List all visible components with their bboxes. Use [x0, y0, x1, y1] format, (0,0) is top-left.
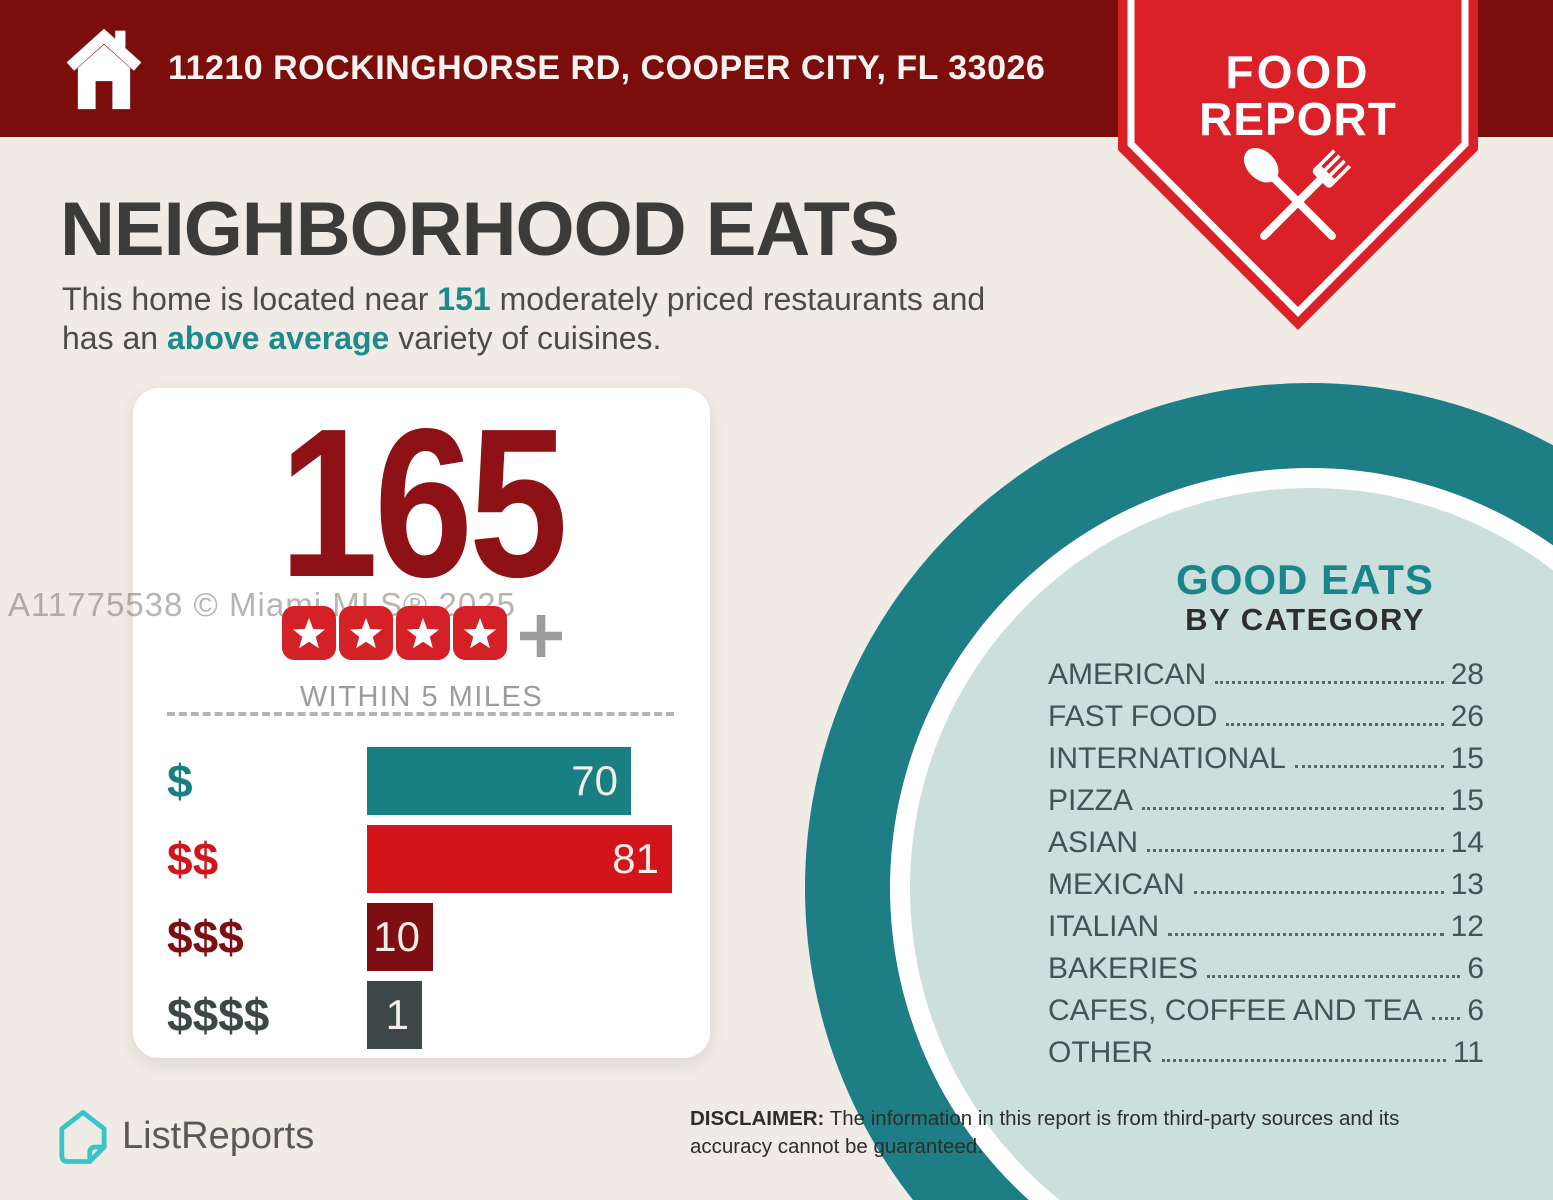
category-label: ITALIAN — [1048, 910, 1160, 943]
dotted-leader — [1294, 765, 1444, 768]
price-bar-row: $$ 81 — [167, 825, 682, 893]
summary-card: 165 WITHIN 5 MILES $70 $$ 81 $$$ 10 $$$$ 1 — [133, 388, 710, 1058]
ribbon-border — [1127, 0, 1469, 317]
food-report-ribbon: FOOD REPORT — [1118, 0, 1478, 330]
category-row: INTERNATIONAL 15 — [1048, 732, 1484, 774]
listreports-logo: ListReports — [58, 1108, 314, 1165]
ribbon-title-line1: FOOD — [1226, 46, 1371, 98]
property-address: 11210 ROCKINGHORSE RD, COOPER CITY, FL 3… — [168, 49, 1046, 87]
category-row: PIZZA 15 — [1048, 774, 1484, 816]
price-bar: 10 — [367, 903, 433, 971]
category-row: OTHER 11 — [1048, 1026, 1484, 1068]
category-value: 28 — [1450, 658, 1484, 691]
dotted-leader — [1226, 723, 1444, 726]
category-value: 14 — [1450, 826, 1484, 859]
intro-line1-pre: This home is located near — [62, 281, 438, 317]
intro-line1-post: moderately priced restaurants and — [490, 281, 986, 317]
price-tier-label: $$$$ — [167, 989, 270, 1041]
dotted-leader — [1431, 1017, 1461, 1020]
category-row: ITALIAN 12 — [1048, 900, 1484, 942]
category-label: AMERICAN — [1048, 658, 1207, 691]
good-eats-subtitle: BY CATEGORY — [1185, 602, 1425, 637]
intro-line2-post: variety of cuisines. — [389, 320, 662, 356]
category-value: 6 — [1467, 994, 1484, 1027]
dotted-leader — [1142, 807, 1444, 810]
category-label: ASIAN — [1048, 826, 1139, 859]
category-row: BAKERIES 6 — [1048, 942, 1484, 984]
category-value: 6 — [1467, 952, 1484, 985]
category-label: PIZZA — [1048, 784, 1134, 817]
utensils-icon — [1243, 147, 1352, 240]
category-row: CAFES, COFFEE AND TEA 6 — [1048, 984, 1484, 1026]
fork-icon — [1260, 149, 1352, 240]
plus-icon — [519, 614, 562, 657]
disclaimer-label: DISCLAIMER: — [690, 1107, 825, 1130]
ribbon-title-line2: REPORT — [1199, 93, 1397, 145]
price-bar-row: $$$$ 1 — [167, 981, 682, 1049]
price-bar: 70 — [367, 747, 631, 815]
category-value: 11 — [1452, 1036, 1484, 1069]
price-bar-value: 1 — [385, 991, 409, 1038]
intro-text: This home is located near 151 moderately… — [62, 280, 985, 358]
category-value: 13 — [1450, 868, 1484, 901]
intro-line2-pre: has an — [62, 320, 167, 356]
category-row: AMERICAN 28 — [1048, 648, 1484, 690]
star-icon — [281, 606, 336, 665]
category-value: 12 — [1450, 910, 1484, 943]
variety-highlight: above average — [166, 320, 390, 356]
category-list: AMERICAN 28 FAST FOOD 26 INTERNATIONAL 15 PIZZ… — [1048, 648, 1484, 1068]
category-value: 15 — [1450, 784, 1484, 817]
price-bar-row: $$$ 10 — [167, 903, 682, 971]
dashed-divider — [167, 712, 674, 716]
category-value: 15 — [1450, 742, 1484, 775]
category-row: ASIAN 14 — [1048, 816, 1484, 858]
price-bar: 1 — [367, 981, 422, 1049]
star-icon — [395, 606, 450, 665]
spoon-icon — [1243, 147, 1336, 240]
category-row: FAST FOOD 26 — [1048, 690, 1484, 732]
price-tier-label: $ — [167, 755, 193, 807]
dotted-leader — [1147, 849, 1444, 852]
within-miles-caption: WITHIN 5 MILES — [299, 681, 544, 713]
category-value: 26 — [1450, 700, 1484, 733]
category-row: MEXICAN 13 — [1048, 858, 1484, 900]
star-rating — [133, 606, 710, 665]
category-label: BAKERIES — [1048, 952, 1199, 985]
price-tier-label: $$ — [167, 833, 219, 885]
category-label: CAFES, COFFEE AND TEA — [1048, 994, 1423, 1027]
category-label: INTERNATIONAL — [1048, 742, 1286, 775]
price-bar: 81 — [367, 825, 672, 893]
price-bar-value: 81 — [612, 835, 659, 882]
category-label: OTHER — [1048, 1036, 1153, 1069]
price-tier-label: $$$ — [167, 911, 244, 963]
category-label: MEXICAN — [1048, 868, 1185, 901]
disclaimer-line2: accuracy cannot be guaranteed. — [690, 1135, 983, 1158]
brand-name: ListReports — [122, 1115, 315, 1157]
star-icon — [452, 606, 507, 665]
price-bars: $70 $$ 81 $$$ 10 $$$$ 1 — [167, 747, 682, 1049]
page-title: NEIGHBORHOOD EATS — [60, 187, 900, 272]
ribbon-shape — [1118, 0, 1478, 330]
disclaimer: DISCLAIMER: The information in this repo… — [690, 1105, 1510, 1161]
restaurant-count-highlight: 151 — [437, 281, 491, 317]
dotted-leader — [1207, 975, 1461, 978]
price-bar-row: $70 — [167, 747, 682, 815]
dotted-leader — [1193, 891, 1444, 894]
price-bar-value: 10 — [373, 913, 420, 960]
star-icon — [338, 606, 393, 665]
disclaimer-line1: The information in this report is from t… — [824, 1107, 1400, 1130]
price-bar-value: 70 — [571, 757, 618, 804]
dotted-leader — [1162, 1059, 1446, 1062]
good-eats-title: GOOD EATS — [1176, 556, 1434, 603]
dotted-leader — [1168, 933, 1444, 936]
category-label: FAST FOOD — [1048, 700, 1218, 733]
home-icon — [66, 28, 142, 110]
dotted-leader — [1215, 681, 1444, 684]
star-icons — [281, 606, 507, 665]
total-restaurants: 165 — [279, 384, 568, 621]
listreports-logo-icon — [59, 1110, 107, 1164]
